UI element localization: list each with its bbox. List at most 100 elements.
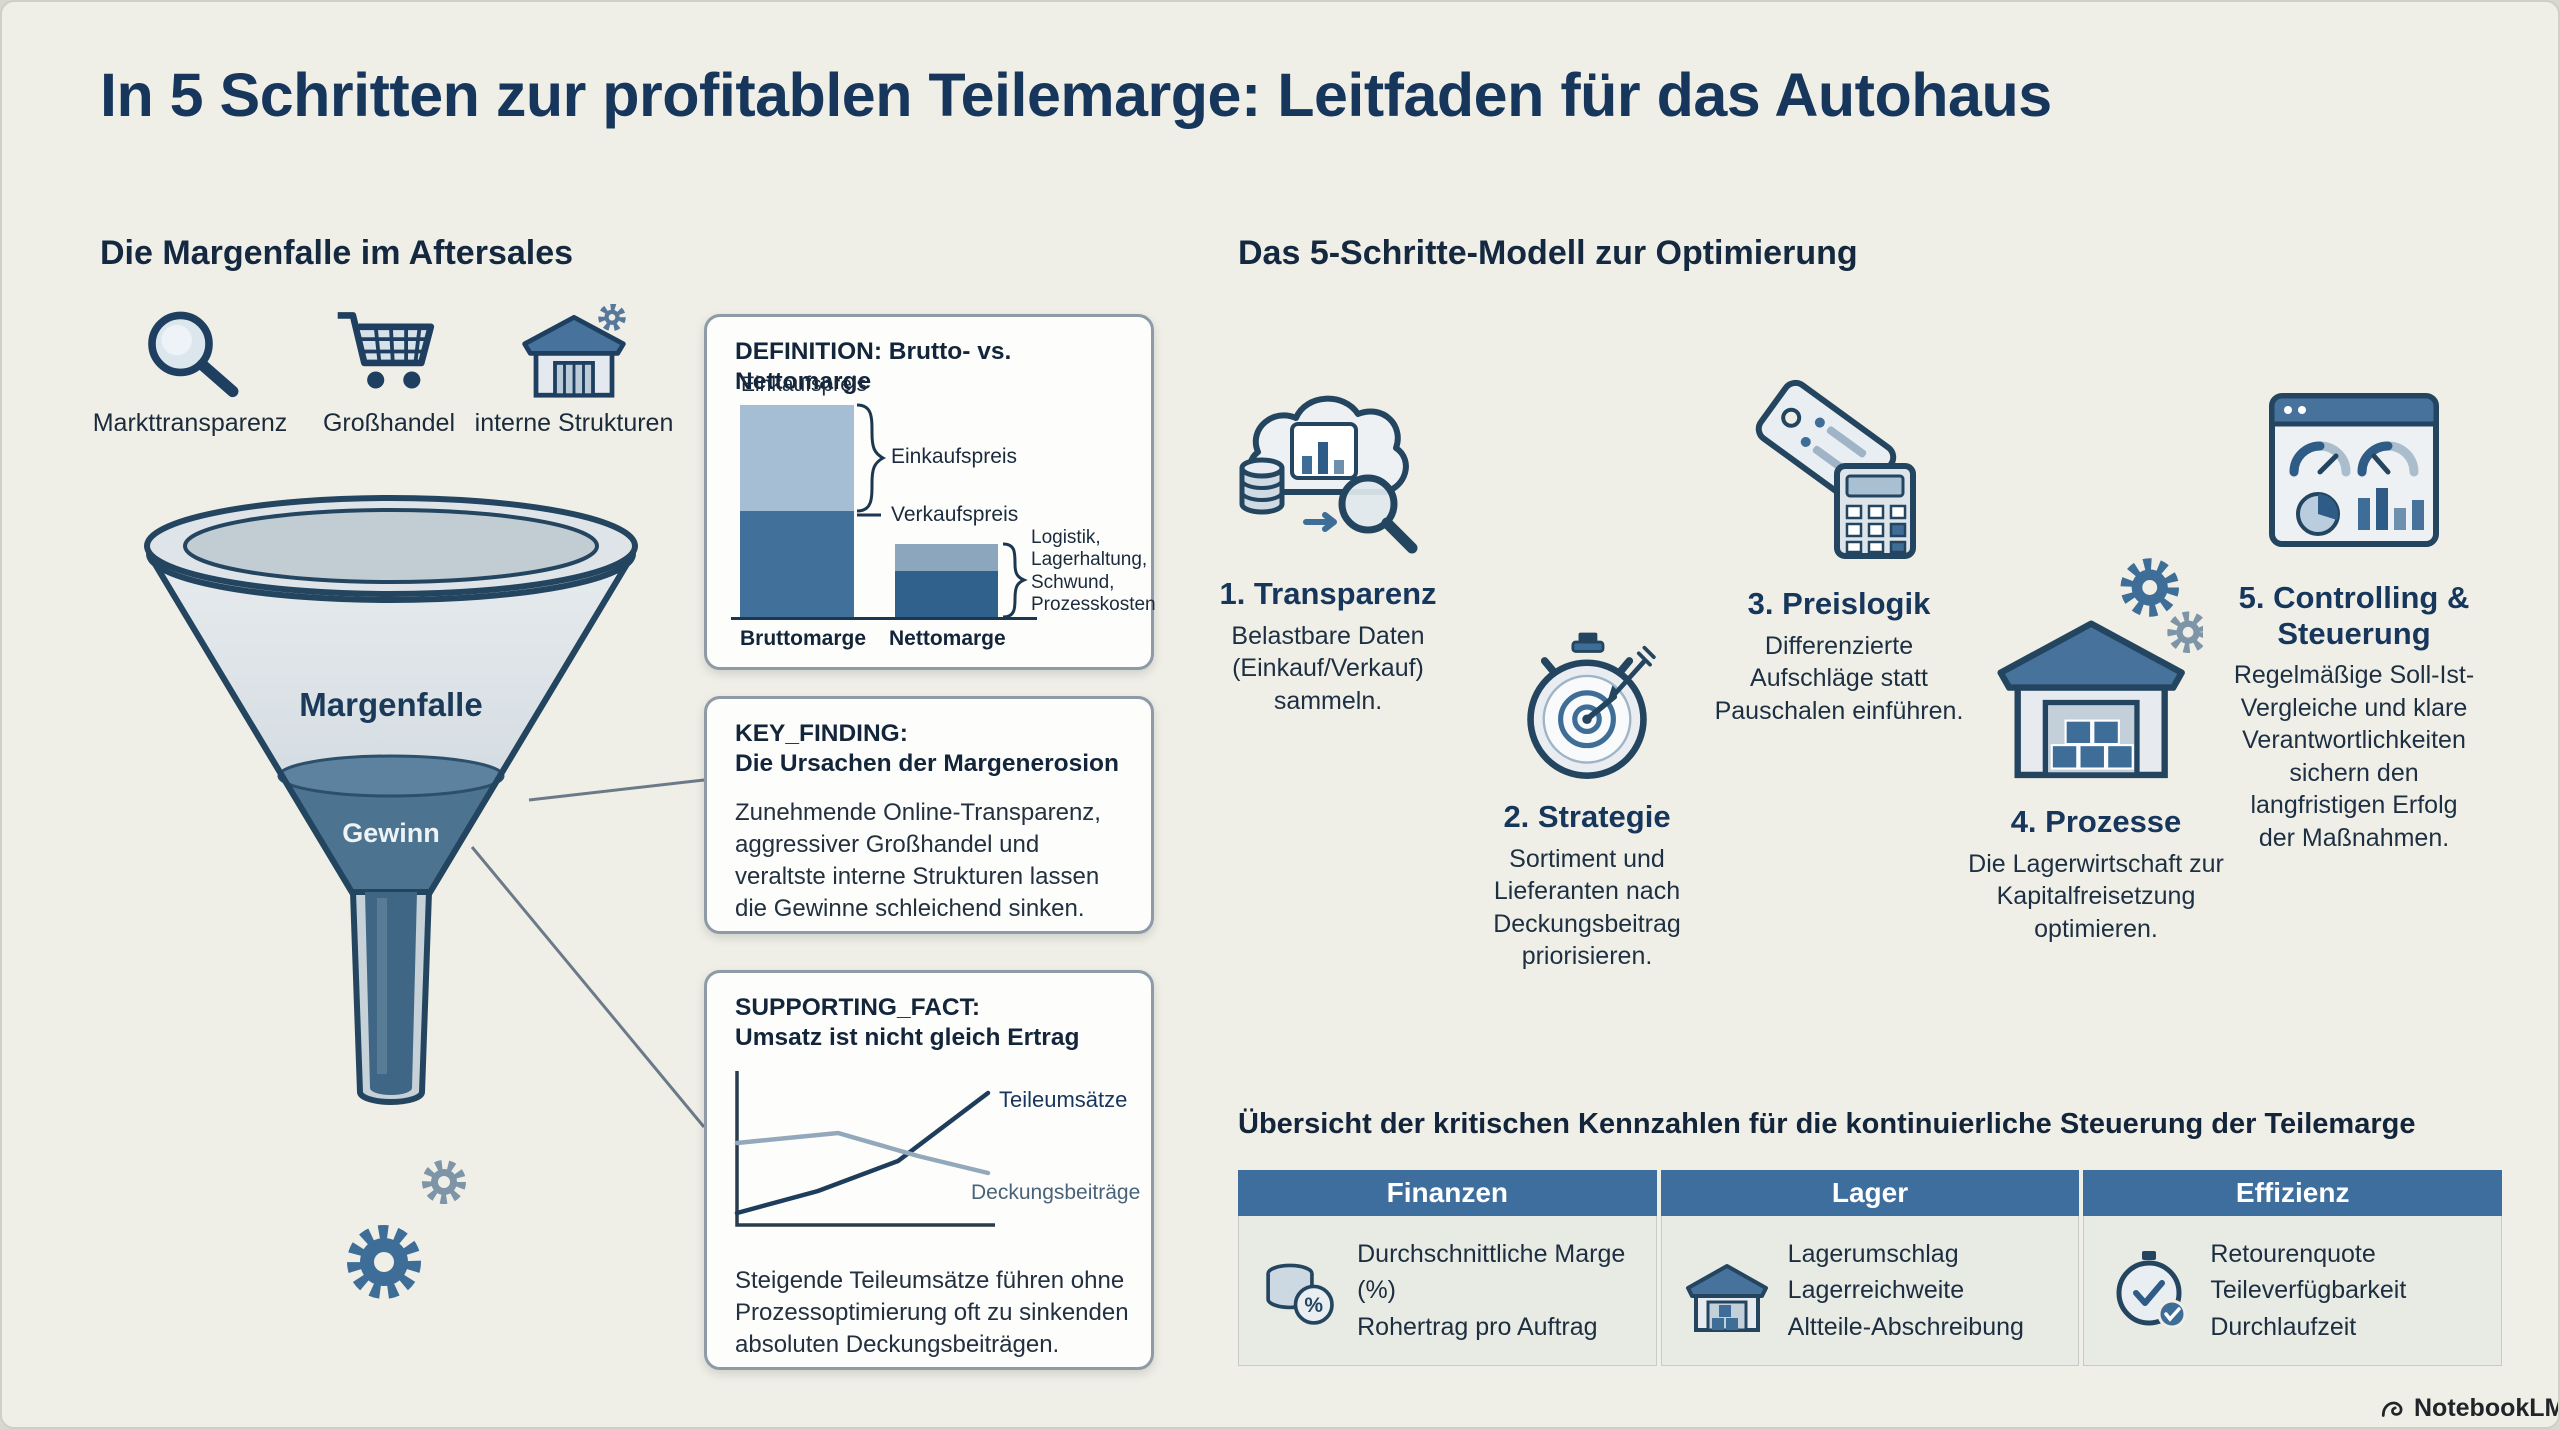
step-4-prozesse: 4. Prozesse Die Lagerwirtschaft zur Kapi… xyxy=(1956,547,2236,945)
step-text: Regelmäßige Soll-Ist-Vergleiche und klar… xyxy=(2233,661,2475,852)
large-gear-icon xyxy=(347,1225,421,1299)
brace-label-verkaufspreis: Verkaufspreis xyxy=(891,503,1019,526)
bar-chart-baseline xyxy=(731,617,1037,620)
line-chart: Teileumsätze Deckungsbeiträge xyxy=(734,1071,1140,1227)
gear-icon xyxy=(2166,611,2203,653)
definition-title: DEFINITION: Brutto- vs. Nettomarge xyxy=(735,338,1012,395)
dashboard-controlling-icon xyxy=(2269,393,2439,547)
kpi-header-effizienz: Effizienz xyxy=(2083,1170,2503,1216)
x-label-nettomarge: Nettomarge xyxy=(889,627,1006,650)
kpi-items-lager: Lagerumschlag Lagerreichweite Altteile-A… xyxy=(1788,1236,2024,1345)
step-title: 1. Transparenz xyxy=(1219,576,1437,611)
gear-icon xyxy=(598,304,626,332)
kpi-item: Durchlaufzeit xyxy=(2210,1312,2357,1341)
bar-bruttomarge-top-segment xyxy=(740,405,854,511)
kpi-item: Lagerumschlag xyxy=(1787,1240,1959,1269)
line-label-teileumsaetze: Teileumsätze xyxy=(999,1087,1127,1112)
cause-markttransparenz: Markttransparenz xyxy=(80,304,300,438)
step-title: 5. Controlling & Steuerung xyxy=(2238,580,2470,651)
supporting-fact-title: SUPPORTING_FACT: Umsatz ist nicht gleich… xyxy=(735,993,1079,1053)
watermark: NotebookLM xyxy=(2380,1394,2560,1423)
kpi-item: Altteile-Abschreibung xyxy=(1787,1312,2024,1341)
key-finding-body: Zunehmende Online-Transparenz, aggressiv… xyxy=(735,799,1101,922)
kpi-column-lager: Lager Lagerumschlag Lagerreichweite Altt… xyxy=(1660,1170,2080,1366)
step-text: Belastbare Daten (Einkauf/Verkauf) samme… xyxy=(1231,621,1425,715)
kpi-item: Retourenquote xyxy=(2210,1240,2376,1269)
step-title: 2. Strategie xyxy=(1503,799,1671,834)
funnel-cone xyxy=(146,551,636,897)
step-text: Differenzierte Aufschläge statt Pauschal… xyxy=(1714,631,1964,725)
cause-label: Markttransparenz xyxy=(92,409,288,437)
margin-funnel-illustration: Margenfalle Gewinn xyxy=(144,495,638,1105)
bar-nettomarge-top-segment xyxy=(895,544,998,571)
right-section-heading: Das 5-Schritte-Modell zur Optimierung xyxy=(1238,234,1858,272)
gear-icon xyxy=(2119,558,2179,617)
step-3-preislogik: 3. Preislogik Differenzierte Aufschläge … xyxy=(1714,374,1964,727)
cause-interne-strukturen: interne Strukturen xyxy=(464,304,684,438)
price-tag-calculator-icon xyxy=(1755,379,1916,559)
cause-label: Großhandel xyxy=(322,409,456,437)
magnifier-icon xyxy=(148,311,239,398)
bar-bruttomarge-bottom-segment xyxy=(740,511,854,617)
kpi-item: Durchschnittliche Marge (%) xyxy=(1357,1240,1626,1305)
funnel-label: Margenfalle xyxy=(299,686,482,723)
kpi-cell-lager: Lagerumschlag Lagerreichweite Altteile-A… xyxy=(1660,1216,2080,1366)
calculator xyxy=(1834,463,1916,559)
warehouse-icon xyxy=(1685,1263,1768,1332)
small-gear-icon xyxy=(422,1160,466,1204)
step-title: 3. Preislogik xyxy=(1747,586,1931,621)
warehouse-gears-icon xyxy=(1996,558,2203,779)
kpi-cell-effizienz: Retourenquote Teileverfügbarkeit Durchla… xyxy=(2083,1216,2503,1366)
kpi-table: Finanzen % Durchschnittliche Marge (%) R… xyxy=(1238,1170,2503,1366)
key-finding-title-line1: KEY_FINDING: xyxy=(735,720,908,747)
kpi-item: Lagerreichweite xyxy=(1787,1276,1965,1305)
step-text: Sortiment und Lieferanten nach Deckungsb… xyxy=(1493,844,1681,971)
step-text: Die Lagerwirtschaft zur Kapitalfreisetzu… xyxy=(1968,849,2224,943)
percent-symbol: % xyxy=(1304,1293,1323,1316)
key-finding-title-line2: Die Ursachen der Margenerosion xyxy=(735,749,1119,777)
supporting-fact-title-line1: SUPPORTING_FACT: xyxy=(735,994,981,1021)
brace-label-einkaufspreis: Einkaufspreis xyxy=(891,445,1018,468)
watermark-label: NotebookLM xyxy=(2414,1394,2560,1422)
gears-icon xyxy=(347,1160,466,1299)
kpi-header-lager: Lager xyxy=(1660,1170,2080,1216)
key-finding-callout: KEY_FINDING: Die Ursachen der Margeneros… xyxy=(704,696,1154,934)
x-label-bruttomarge: Bruttomarge xyxy=(740,627,867,650)
stopwatch-target-icon xyxy=(1527,632,1656,779)
stopwatch-check-icon xyxy=(2116,1250,2187,1328)
brace-annotations xyxy=(856,403,1028,619)
line-label-deckungsbeitraege: Deckungsbeiträge xyxy=(971,1181,1140,1204)
kpi-column-effizienz: Effizienz Retourenquote Teileverfügbarke… xyxy=(2083,1170,2503,1366)
line-teileumsaetze xyxy=(734,1090,991,1216)
step-title: 4. Prozesse xyxy=(2010,804,2182,839)
coins-percent-icon: % xyxy=(1266,1263,1334,1325)
cause-grosshandel: Großhandel xyxy=(279,304,499,438)
step-1-transparenz: 1. Transparenz Belastbare Daten (Einkauf… xyxy=(1198,364,1458,717)
page-title: In 5 Schritten zur profitablen Teilemarg… xyxy=(100,61,2052,129)
building-gear-icon xyxy=(522,304,626,398)
key-finding-title: KEY_FINDING: Die Ursachen der Margeneros… xyxy=(735,719,1119,779)
kpi-item: Teileverfügbarkeit xyxy=(2210,1276,2407,1305)
kpi-cell-finanzen: % Durchschnittliche Marge (%) Rohertrag … xyxy=(1238,1216,1657,1366)
funnel-liquid-label: Gewinn xyxy=(342,818,440,848)
bar-nettomarge-bottom-segment xyxy=(895,571,998,617)
kpi-table-heading: Übersicht der kritischen Kennzahlen für … xyxy=(1238,1108,2416,1140)
supporting-fact-body: Steigende Teileumsätze führen ohne Proze… xyxy=(735,1267,1129,1358)
kpi-items-finanzen: Durchschnittliche Marge (%) Rohertrag pr… xyxy=(1357,1236,1644,1345)
line-deckungsbeitraege xyxy=(734,1130,991,1176)
kpi-column-finanzen: Finanzen % Durchschnittliche Marge (%) R… xyxy=(1238,1170,1657,1366)
supporting-fact-callout: SUPPORTING_FACT: Umsatz ist nicht gleich… xyxy=(704,970,1154,1370)
brace-label-kosten: Logistik, Lagerhaltung, Schwund, Prozess… xyxy=(1031,527,1156,616)
definition-callout: DEFINITION: Brutto- vs. Nettomarge Einka… xyxy=(704,314,1156,670)
supporting-fact-title-line2: Umsatz ist nicht gleich Ertrag xyxy=(735,1023,1080,1051)
kpi-items-effizienz: Retourenquote Teileverfügbarkeit Durchla… xyxy=(2210,1236,2406,1345)
left-section-heading: Die Margenfalle im Aftersales xyxy=(100,234,574,272)
cloud-analytics-search-icon xyxy=(1239,395,1418,554)
shopping-cart-icon xyxy=(337,312,435,389)
step-5-controlling: 5. Controlling & Steuerung Regelmäßige S… xyxy=(2233,368,2475,854)
notebooklm-logo-icon xyxy=(2381,1401,2403,1417)
step-2-strategie: 2. Strategie Sortiment und Lieferanten n… xyxy=(1462,627,1712,973)
einkaufspreis-top-label: Einkaufspreis xyxy=(741,373,868,396)
